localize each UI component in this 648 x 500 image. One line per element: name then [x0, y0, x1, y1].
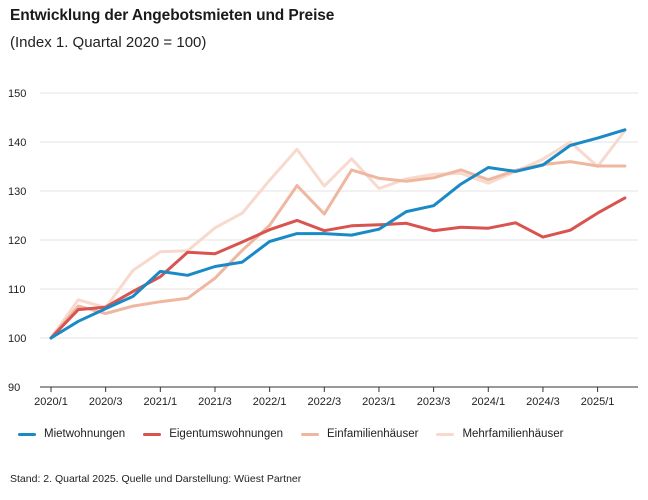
- x-tick-label-2024-1: 2024/1: [471, 396, 505, 408]
- x-tick-label-2023-3: 2023/3: [417, 396, 451, 408]
- legend-label-einfamilienhaeuser: Einfamilienhäuser: [327, 428, 419, 440]
- legend-label-eigentumswohnungen: Eigentumswohnungen: [169, 428, 284, 440]
- line-chart: 90 100 110 120 130 140 150 2020/1 2020/3 2021/1 20…: [8, 88, 638, 408]
- x-tick-label-2020-3: 2020/3: [89, 396, 123, 408]
- legend-swatch-mehrfamilienhaeuser: [436, 432, 455, 436]
- source-note: Stand: 2. Quartal 2025. Quelle und Darst…: [10, 473, 302, 485]
- y-tick-label-90: 90: [8, 382, 20, 394]
- x-tick-label-2024-3: 2024/3: [526, 396, 560, 408]
- x-tick-label-2022-1: 2022/1: [253, 396, 287, 408]
- legend-label-mehrfamilienhaeuser: Mehrfamilienhäuser: [462, 428, 564, 440]
- legend-swatch-einfamilienhaeuser: [301, 432, 320, 436]
- y-tick-label-130: 130: [8, 186, 26, 198]
- legend-item-einfamilienhaeuser: Einfamilienhäuser: [301, 428, 418, 440]
- x-tick-label-2022-3: 2022/3: [307, 396, 341, 408]
- series-line-einfamilienhaeuser: [49, 160, 627, 340]
- legend-item-mehrfamilienhaeuser: Mehrfamilienhäuser: [436, 428, 563, 440]
- y-tick-label-100: 100: [8, 333, 26, 345]
- y-tick-label-150: 150: [8, 88, 26, 100]
- y-tick-label-110: 110: [8, 284, 26, 296]
- chart-legend: Mietwohnungen Eigentumswohnungen Einfami…: [18, 428, 581, 440]
- legend-swatch-mietwohnungen: [18, 432, 36, 436]
- x-tick-label-2023-1: 2023/1: [362, 396, 396, 408]
- series-line-mehrfamilienhaeuser: [49, 129, 627, 340]
- chart-subtitle: (Index 1. Quartal 2020 = 100): [10, 34, 207, 51]
- x-tick-label-2020-1: 2020/1: [34, 396, 68, 408]
- x-tick-label-2021-1: 2021/1: [143, 396, 177, 408]
- x-tick-label-2021-3: 2021/3: [198, 396, 232, 408]
- x-tick-label-2025-1: 2025/1: [581, 396, 615, 408]
- legend-item-eigentumswohnungen: Eigentumswohnungen: [143, 428, 283, 440]
- y-tick-label-140: 140: [8, 137, 26, 149]
- series-line-mietwohnungen: [49, 128, 627, 340]
- y-tick-label-120: 120: [8, 235, 26, 247]
- legend-swatch-eigentumswohnungen: [143, 432, 162, 436]
- legend-item-mietwohnungen: Mietwohnungen: [18, 428, 125, 440]
- legend-label-mietwohnungen: Mietwohnungen: [44, 428, 126, 440]
- chart-title: Entwicklung der Angebotsmieten und Preis…: [10, 7, 335, 24]
